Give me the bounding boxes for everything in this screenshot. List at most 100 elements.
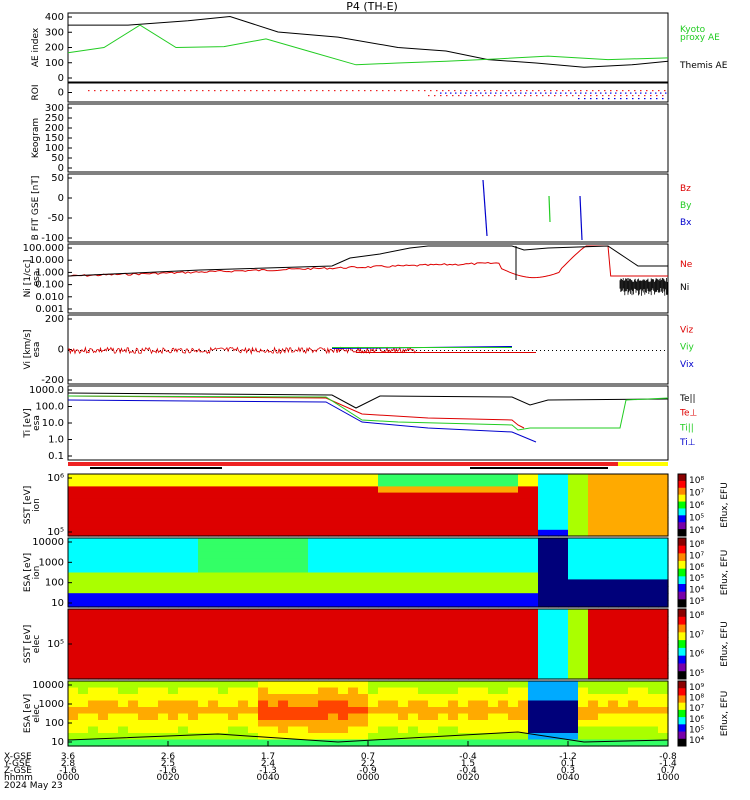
spectrogram-cell [508,616,519,624]
spectrogram-cell [518,529,529,537]
spectrogram-cell [258,687,269,695]
spectrogram-cell [458,523,469,531]
y-tick-label: 1000 [39,699,64,710]
colorbar-swatch [678,494,686,503]
spectrogram-cell [648,505,659,512]
time-axis-value: -1.2 [559,752,577,762]
spectrogram-cell [178,630,189,638]
spectrogram-cell [658,700,669,708]
spectrogram-cell [478,579,489,587]
spectrogram-cell [608,726,619,734]
spectrogram-cell [198,572,209,580]
spectrogram-cell [128,586,139,594]
spectrogram-cell [648,529,659,537]
spectrogram-cell [118,687,129,695]
roi-dot [442,90,444,92]
spectrogram-cell [128,517,139,525]
spectrogram-cell [128,658,139,666]
spectrogram-cell [238,480,249,487]
by-line [548,195,551,223]
spectrogram-cell [418,687,429,695]
spectrogram-cell [408,665,419,673]
spectrogram-cell [528,658,539,666]
spectrogram-cell [448,713,459,721]
spectrogram-cell [158,498,169,506]
spectrogram-cell [588,707,599,715]
spectrogram-cell [328,492,339,500]
time-axis-value: 0.7 [661,766,675,776]
spectrogram-cell [658,726,669,734]
roi-dot [500,92,502,94]
legend-label: Vix [680,360,694,370]
spectrogram-cell [198,498,209,506]
colorbar-swatch [678,599,686,608]
spectrogram-cell [428,538,439,546]
spectrogram-cell [518,637,529,645]
spectrogram-cell [658,658,669,666]
spectrogram-cell [548,586,559,594]
spectrogram-cell [518,517,529,525]
spectrogram-cell [108,672,119,680]
roi-dot [635,92,637,94]
colorbar-tick-label: 10⁷ [689,704,704,714]
spectrogram-cell [658,637,669,645]
spectrogram-cell [138,579,149,587]
spectrogram-cell [68,630,79,638]
spectrogram-cell [398,586,409,594]
y-tick-label: 10.0 [42,418,64,429]
spectrogram-cell [548,733,559,741]
spectrogram-cell [598,681,609,689]
spectrogram-cell [638,726,649,734]
spectrogram-cell [128,630,139,638]
colorbar-swatch [678,529,686,537]
spectrogram-cell [498,651,509,659]
spectrogram-cell [588,609,599,617]
colorbar-swatch [678,647,686,657]
spectrogram-cell [108,630,119,638]
spectrogram-cell [428,586,439,594]
spectrogram-cell [318,523,329,531]
spectrogram-cell [68,579,79,587]
spectrogram-cell [288,498,299,506]
spectrogram-cell [78,529,89,537]
spectrogram-cell [618,665,629,673]
spectrogram-cell [198,694,209,702]
spectrogram-cell [138,739,149,747]
spectrogram-cell [78,713,89,721]
spectrogram-cell [458,498,469,506]
colorbar-swatch [678,553,686,562]
spectrogram-cell [538,480,549,487]
spectrogram-cell [508,651,519,659]
spectrogram-cell [98,486,109,494]
spectrogram-cell [168,517,179,525]
spectrogram-cell [388,739,399,747]
spectrogram-cell [328,687,339,695]
spectrogram-cell [138,637,149,645]
spectrogram-cell [248,480,259,487]
spectrogram-cell [308,572,319,580]
y-tick-label: 250 [45,113,64,124]
spectrogram-cell [158,551,169,560]
time-axis-value: -1.6 [159,766,177,776]
spectrogram-cell [98,600,109,608]
spectrogram-cell [478,658,489,666]
spectrogram-cell [578,694,589,702]
spectrogram-cell [638,713,649,721]
spectrogram-cell [548,726,559,734]
spectrogram-cell [428,480,439,487]
spectrogram-cell [328,665,339,673]
spectrogram-cell [348,609,359,617]
roi-dot [476,95,478,97]
spectrogram-cell [558,733,569,741]
spectrogram-cell [568,511,579,518]
spectrogram-cell [108,623,119,631]
spectrogram-cell [68,739,79,747]
spectrogram-cell [558,651,569,659]
spectrogram-cell [198,665,209,673]
spectrogram-cell [578,517,589,525]
spectrogram-cell [298,700,309,708]
spectrogram-cell [108,511,119,518]
colorbar-swatch [678,568,686,577]
spectrogram-cell [248,529,259,537]
spectrogram-cell [328,644,339,652]
